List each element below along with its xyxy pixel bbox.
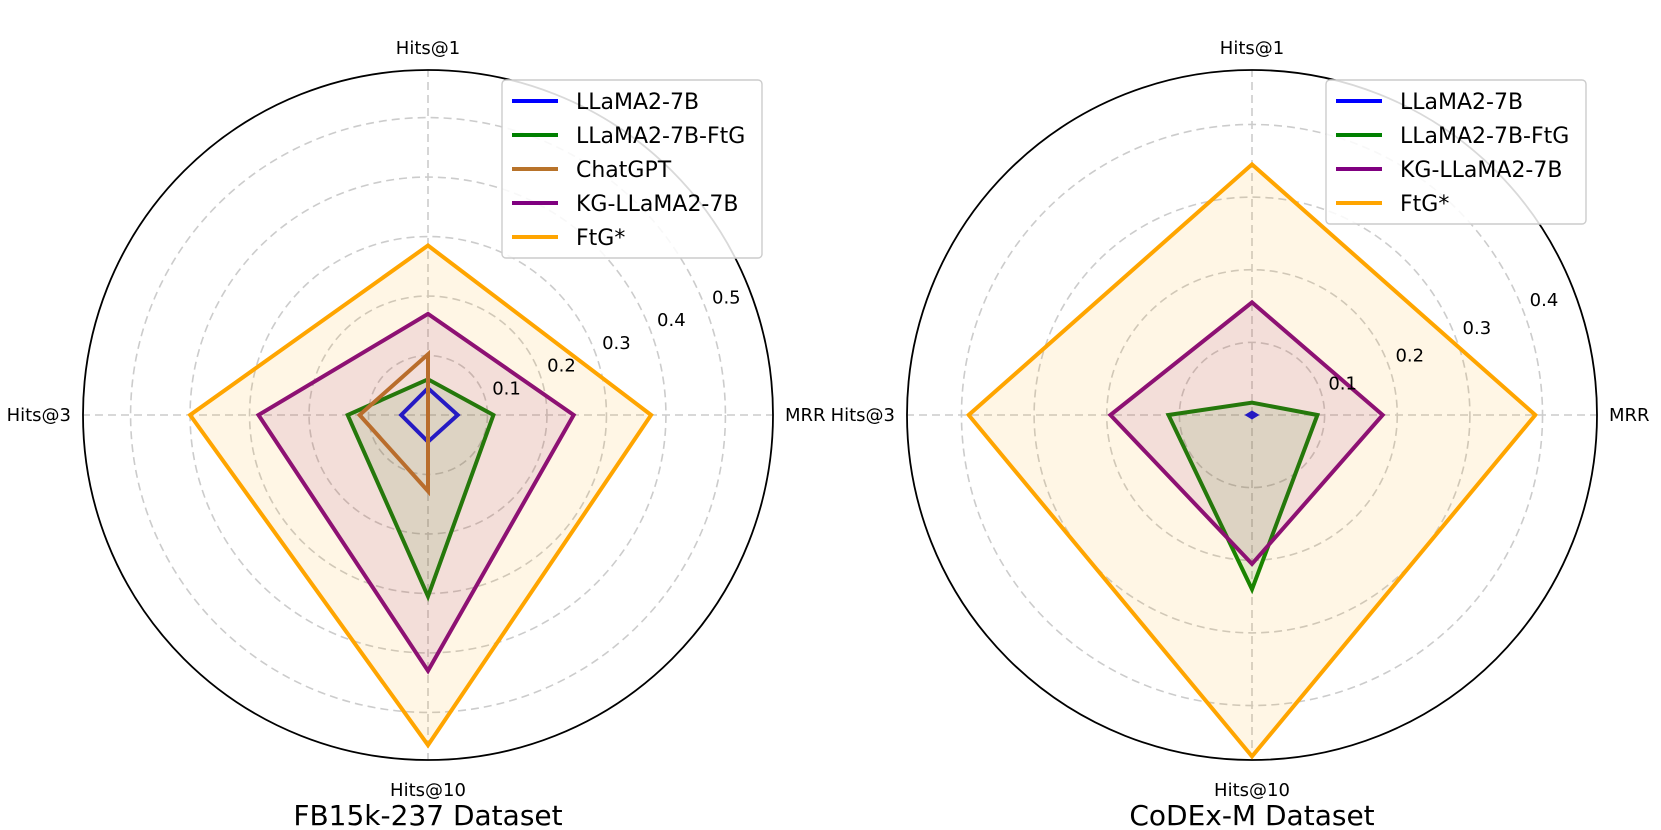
legend-label-ftg: FtG*: [1400, 192, 1449, 217]
series-line-kg-llama2-7b: [1107, 299, 1386, 567]
series-line-llama2-7b: [398, 385, 461, 445]
series-fill-ftg: [968, 164, 1536, 757]
axis-label-hits-1: Hits@1: [1220, 38, 1284, 59]
series-line-llama2-7b: [1244, 410, 1260, 420]
outer-frame: [82, 69, 774, 761]
tick-label: 0.1: [492, 378, 521, 399]
series-line-ftg: [965, 161, 1539, 760]
legend-label-chatgpt: ChatGPT: [576, 158, 672, 183]
tick-label: 0.2: [1395, 346, 1424, 367]
legend-label-llama2-7b-ftg: LLaMA2-7B-FtG: [1400, 124, 1569, 149]
chart-title: CoDEx-M Dataset: [1129, 799, 1374, 830]
series-line-ftg: [187, 243, 654, 749]
legend-label-llama2-7b-ftg: LLaMA2-7B-FtG: [576, 124, 745, 149]
series-line-llama2-7b-ftg: [345, 377, 496, 602]
axis-label-hits-3: Hits@3: [831, 405, 895, 426]
grid-ring: [1033, 196, 1471, 634]
series-fill-ftg: [190, 245, 652, 746]
axis-label-hits-3: Hits@3: [7, 405, 71, 426]
chart-title: FB15k-237 Dataset: [293, 799, 562, 830]
grid-ring: [129, 116, 727, 714]
tick-label: 0.3: [602, 333, 631, 354]
tick-label: 0.4: [657, 310, 686, 331]
series-line-llama2-7b-ftg: [1165, 400, 1321, 595]
series-line-kg-llama2-7b: [255, 311, 577, 675]
legend-label-kg-llama2-7b: KG-LLaMA2-7B: [576, 192, 738, 217]
series-fill-llama2-7b-ftg: [1168, 402, 1318, 590]
legend: LLaMA2-7B LLaMA2-7B-FtG KG-LLaMA2-7B FtG*: [1325, 79, 1587, 225]
legend-label-llama2-7b: LLaMA2-7B: [576, 90, 699, 115]
series-line-chatgpt: [356, 349, 430, 497]
axis-label-hits-10: Hits@10: [390, 780, 466, 801]
series-fill-kg-llama2-7b: [258, 313, 574, 671]
legend-frame: [1325, 79, 1587, 225]
axis-label-mrr: MRR: [785, 405, 826, 426]
outer-frame: [906, 69, 1598, 761]
axis-label-mrr: MRR: [1609, 405, 1650, 426]
series-fill-kg-llama2-7b: [1110, 302, 1383, 564]
axis-label-hits-10: Hits@10: [1214, 780, 1290, 801]
radar-chart-2: 0.1 0.2 0.3 0.4 MRR Hits@1 Hits@3 Hits@10CoDEx-…: [831, 38, 1650, 830]
legend: LLaMA2-7B LLaMA2-7B-FtG ChatGPT KG-LLaMA2-7…: [501, 79, 763, 259]
legend-label-llama2-7b: LLaMA2-7B: [1400, 90, 1523, 115]
axis-label-hits-1: Hits@1: [396, 38, 460, 59]
tick-label: 0.4: [1530, 290, 1559, 311]
radar-chart-1: 0.1 0.2 0.3 0.4 0.5 MRR Hits@1 Hits@3 Hits@10FB1…: [7, 38, 826, 830]
series-fill-llama2-7b-ftg: [347, 379, 494, 597]
tick-label: 0.5: [712, 287, 741, 308]
legend-label-kg-llama2-7b: KG-LLaMA2-7B: [1400, 158, 1562, 183]
legend-label-ftg: FtG*: [576, 226, 625, 251]
tick-label: 0.1: [1328, 373, 1357, 394]
tick-label: 0.3: [1463, 318, 1492, 339]
legend-frame: [501, 79, 763, 259]
tick-label: 0.2: [547, 356, 576, 377]
